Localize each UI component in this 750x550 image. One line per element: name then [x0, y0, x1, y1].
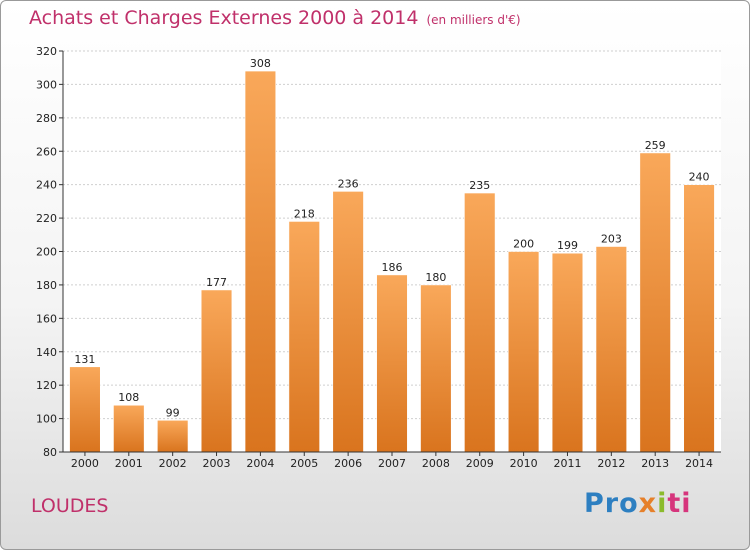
bar [639, 152, 671, 453]
data-label: 186 [382, 261, 403, 274]
logo-part-1: Pro [584, 488, 639, 519]
x-tick-label: 2007 [378, 457, 406, 470]
bar [69, 366, 101, 453]
bar [200, 289, 233, 453]
bar [332, 191, 364, 453]
y-tick-label: 180 [36, 279, 57, 292]
axes: 80 100 120 140 160 180 200 220 240 260 280 300 320 20… [36, 45, 721, 470]
data-label: 259 [645, 139, 666, 152]
data-label: 177 [206, 276, 227, 289]
chart-title-text: Achats et Charges Externes 2000 à 2014 [29, 7, 419, 29]
x-tick-label: 2006 [334, 457, 362, 470]
x-tick-label: 2001 [115, 457, 143, 470]
y-tick-label: 80 [43, 446, 57, 459]
data-label: 199 [557, 239, 578, 252]
y-tick-label: 100 [36, 413, 57, 426]
bar [244, 70, 277, 453]
data-label: 236 [338, 177, 359, 190]
x-tick-label: 2000 [71, 457, 99, 470]
data-label: 240 [689, 171, 710, 184]
logo-part-2: x [638, 488, 658, 519]
x-tick-label: 2005 [290, 457, 318, 470]
x-tick-label: 2013 [641, 457, 669, 470]
data-label: 235 [469, 179, 490, 192]
data-label: 203 [601, 232, 622, 245]
proxiti-logo[interactable]: Proxiti [584, 488, 692, 519]
data-label: 180 [425, 271, 446, 284]
y-tick-label: 280 [36, 112, 57, 125]
data-label: 99 [166, 406, 180, 419]
y-tick-label: 160 [36, 312, 57, 325]
y-tick-label: 120 [36, 379, 57, 392]
bar [113, 404, 145, 453]
data-label: 200 [513, 238, 534, 251]
x-tick-label: 2004 [246, 457, 274, 470]
data-label: 108 [118, 391, 139, 404]
y-tick-label: 140 [36, 346, 57, 359]
bar [551, 252, 584, 453]
bar [683, 184, 715, 453]
bar [376, 274, 408, 453]
y-tick-label: 320 [36, 45, 57, 58]
data-labels: 131 108 99 177 308 218 236 186 180 235 200 199 203 25… [74, 57, 709, 419]
x-tick-label: 2010 [510, 457, 538, 470]
bar [595, 246, 627, 453]
x-tick-label: 2011 [553, 457, 581, 470]
x-tick-label: 2008 [422, 457, 450, 470]
bars [69, 70, 715, 453]
y-tick-label: 300 [36, 78, 57, 91]
bar [507, 251, 540, 453]
bar [288, 221, 320, 453]
data-label: 131 [74, 353, 95, 366]
logo-part-3: i [657, 488, 668, 519]
y-tick-label: 260 [36, 145, 57, 158]
y-tick-label: 240 [36, 179, 57, 192]
y-tick-label: 220 [36, 212, 57, 225]
x-tick-label: 2012 [597, 457, 625, 470]
x-tick-label: 2002 [159, 457, 187, 470]
commune-name: LOUDES [31, 495, 109, 517]
chart-unit: (en milliers d'€) [426, 13, 521, 27]
x-tick-label: 2009 [466, 457, 494, 470]
data-label: 218 [294, 207, 315, 220]
bar [464, 192, 496, 453]
x-tick-label: 2014 [685, 457, 713, 470]
bar [420, 284, 452, 453]
chart-title: Achats et Charges Externes 2000 à 2014 (e… [29, 7, 521, 29]
data-label: 308 [250, 57, 271, 70]
logo-part-4: ti [667, 488, 692, 519]
y-tick-label: 200 [36, 246, 57, 259]
x-tick-label: 2003 [203, 457, 231, 470]
bar [157, 419, 189, 453]
